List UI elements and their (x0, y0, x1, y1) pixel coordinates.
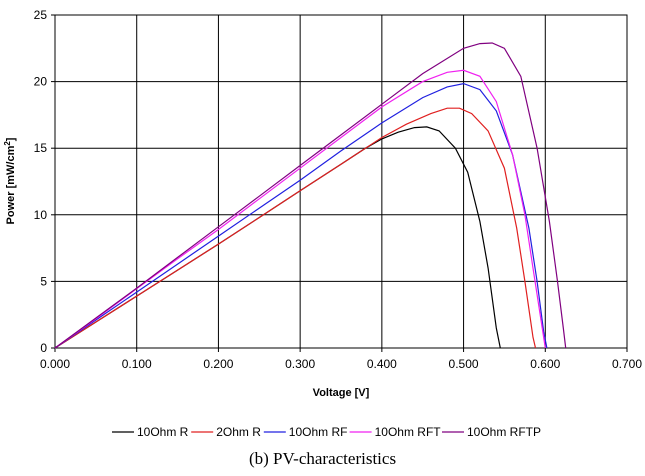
pv-chart: 0.000 0.100 0.200 0.300 0.400 0.500 0.600 0.700… (3, 8, 642, 439)
y-tick-label: 0 (40, 341, 47, 355)
x-tick-label: 0.500 (449, 357, 479, 371)
series-line-10ohm-rf (54, 82, 548, 349)
x-axis-title: Voltage [V] (313, 387, 370, 399)
x-tick-label: 0.300 (285, 357, 315, 371)
y-tick-label: 10 (34, 208, 48, 222)
x-tick-label: 0.600 (530, 357, 560, 371)
x-tick-label: 0.100 (122, 357, 152, 371)
chart-grid (51, 14, 628, 352)
series-line-10ohm-r (54, 126, 501, 349)
x-tick-label: 0.700 (612, 357, 642, 371)
y-tick-labels: 0 5 10 15 20 25 (34, 8, 48, 355)
plot-area-frame (54, 14, 628, 349)
series-line-10ohm-rft (54, 69, 546, 349)
y-axis-title-suffix: ] (5, 137, 17, 141)
x-tick-label: 0.200 (203, 357, 233, 371)
legend-label-10ohm-r: 10Ohm R (137, 425, 189, 439)
x-tick-labels: 0.000 0.100 0.200 0.300 0.400 0.500 0.600 0.700 (40, 357, 642, 371)
x-tick-label: 0.000 (40, 357, 70, 371)
y-axis-title-main: Power [mW/cm (5, 145, 17, 224)
y-tick-label: 15 (34, 141, 48, 155)
figure-caption: (b) PV-characteristics (248, 449, 397, 468)
y-tick-label: 5 (40, 274, 47, 288)
y-tick-label: 20 (34, 75, 48, 89)
legend-label-10ohm-rft: 10Ohm RFT (375, 425, 442, 439)
x-tick-label: 0.400 (367, 357, 397, 371)
legend-label-2ohm-r: 2Ohm R (216, 425, 261, 439)
legend-label-10ohm-rf: 10Ohm RF (289, 425, 348, 439)
series-line-10ohm-rftp (54, 42, 567, 349)
legend-label-10ohm-rftp: 10Ohm RFTP (467, 425, 541, 439)
y-tick-label: 25 (34, 8, 48, 22)
series-layer (54, 42, 567, 349)
series-line-2ohm-r (54, 107, 537, 349)
y-axis-title: Power [mW/cm2] (3, 137, 17, 224)
y-axis-title-superscript: 2 (3, 141, 12, 146)
chart-legend: 10Ohm R 2Ohm R 10Ohm RF 10Ohm RFT 10Ohm RFTP (112, 425, 541, 439)
